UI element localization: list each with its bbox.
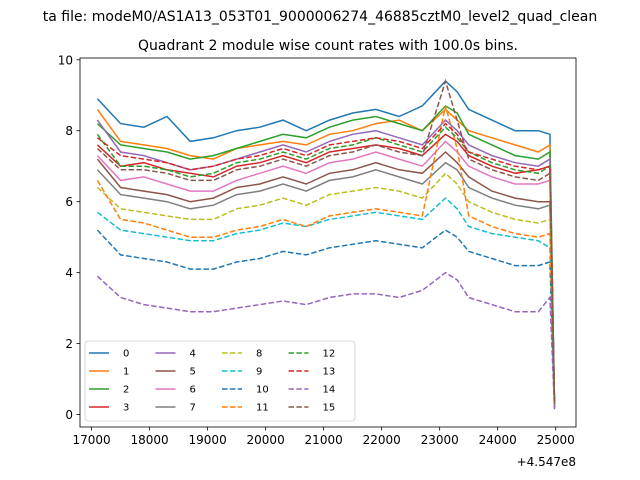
axes: 17000 18000 19000 20000 21000 22000 23000 24000… xyxy=(58,53,577,447)
x-tick-label: 23000 xyxy=(421,433,459,447)
x-tick-label: 18000 xyxy=(131,433,169,447)
chart-suptitle: ta file: modeM0/AS1A13_053T01_9000006274… xyxy=(43,9,597,25)
x-tick-label: 25000 xyxy=(537,433,575,447)
axes-frame xyxy=(79,57,577,428)
x-tick-label: 17000 xyxy=(73,433,111,447)
legend-label-2: 2 xyxy=(123,385,129,396)
y-tick-label: 10 xyxy=(58,53,73,67)
series-line-11 xyxy=(96,105,556,408)
y-tick-label: 2 xyxy=(65,337,73,351)
legend-label-9: 9 xyxy=(256,367,262,378)
legend-label-10: 10 xyxy=(256,385,269,396)
y-tick-label: 4 xyxy=(65,266,73,280)
legend-label-13: 13 xyxy=(323,367,336,378)
legend-label-7: 7 xyxy=(190,403,196,414)
legend-label-3: 3 xyxy=(123,403,129,414)
series-line-6 xyxy=(96,140,556,404)
plot-area xyxy=(96,78,556,410)
legend-label-0: 0 xyxy=(123,349,129,360)
x-offset-label: +4.547e8 xyxy=(517,455,576,469)
y-tick-label: 8 xyxy=(65,124,73,138)
x-tick-label: 24000 xyxy=(479,433,517,447)
series-line-3 xyxy=(96,133,556,404)
series-line-1 xyxy=(96,108,556,408)
series-line-5 xyxy=(96,150,556,406)
x-tick-label: 22000 xyxy=(363,433,401,447)
y-tick-label: 0 xyxy=(65,408,73,422)
legend-label-12: 12 xyxy=(323,349,336,360)
legend-label-11: 11 xyxy=(256,403,269,414)
legend-label-15: 15 xyxy=(323,403,336,414)
legend-box xyxy=(84,340,356,422)
series-line-0 xyxy=(96,80,556,404)
series-line-7 xyxy=(96,161,556,406)
x-tick-label: 20000 xyxy=(247,433,285,447)
legend-label-5: 5 xyxy=(190,367,196,378)
legend-label-4: 4 xyxy=(190,349,196,360)
legend-label-8: 8 xyxy=(256,349,262,360)
series-line-13 xyxy=(96,122,556,404)
x-tick-label: 21000 xyxy=(305,433,343,447)
y-tick-label: 6 xyxy=(65,195,73,209)
series-line-9 xyxy=(96,197,556,408)
chart-title: Quadrant 2 module wise count rates with … xyxy=(138,38,518,54)
series-line-10 xyxy=(96,229,556,408)
series-line-14 xyxy=(96,271,556,410)
series-line-15 xyxy=(96,78,556,404)
series-line-12 xyxy=(96,126,556,404)
legend-label-1: 1 xyxy=(123,367,129,378)
series-line-8 xyxy=(96,172,556,406)
x-tick-label: 19000 xyxy=(189,433,227,447)
legend-label-14: 14 xyxy=(323,385,336,396)
legend-label-6: 6 xyxy=(190,385,196,396)
series-line-2 xyxy=(96,104,556,404)
